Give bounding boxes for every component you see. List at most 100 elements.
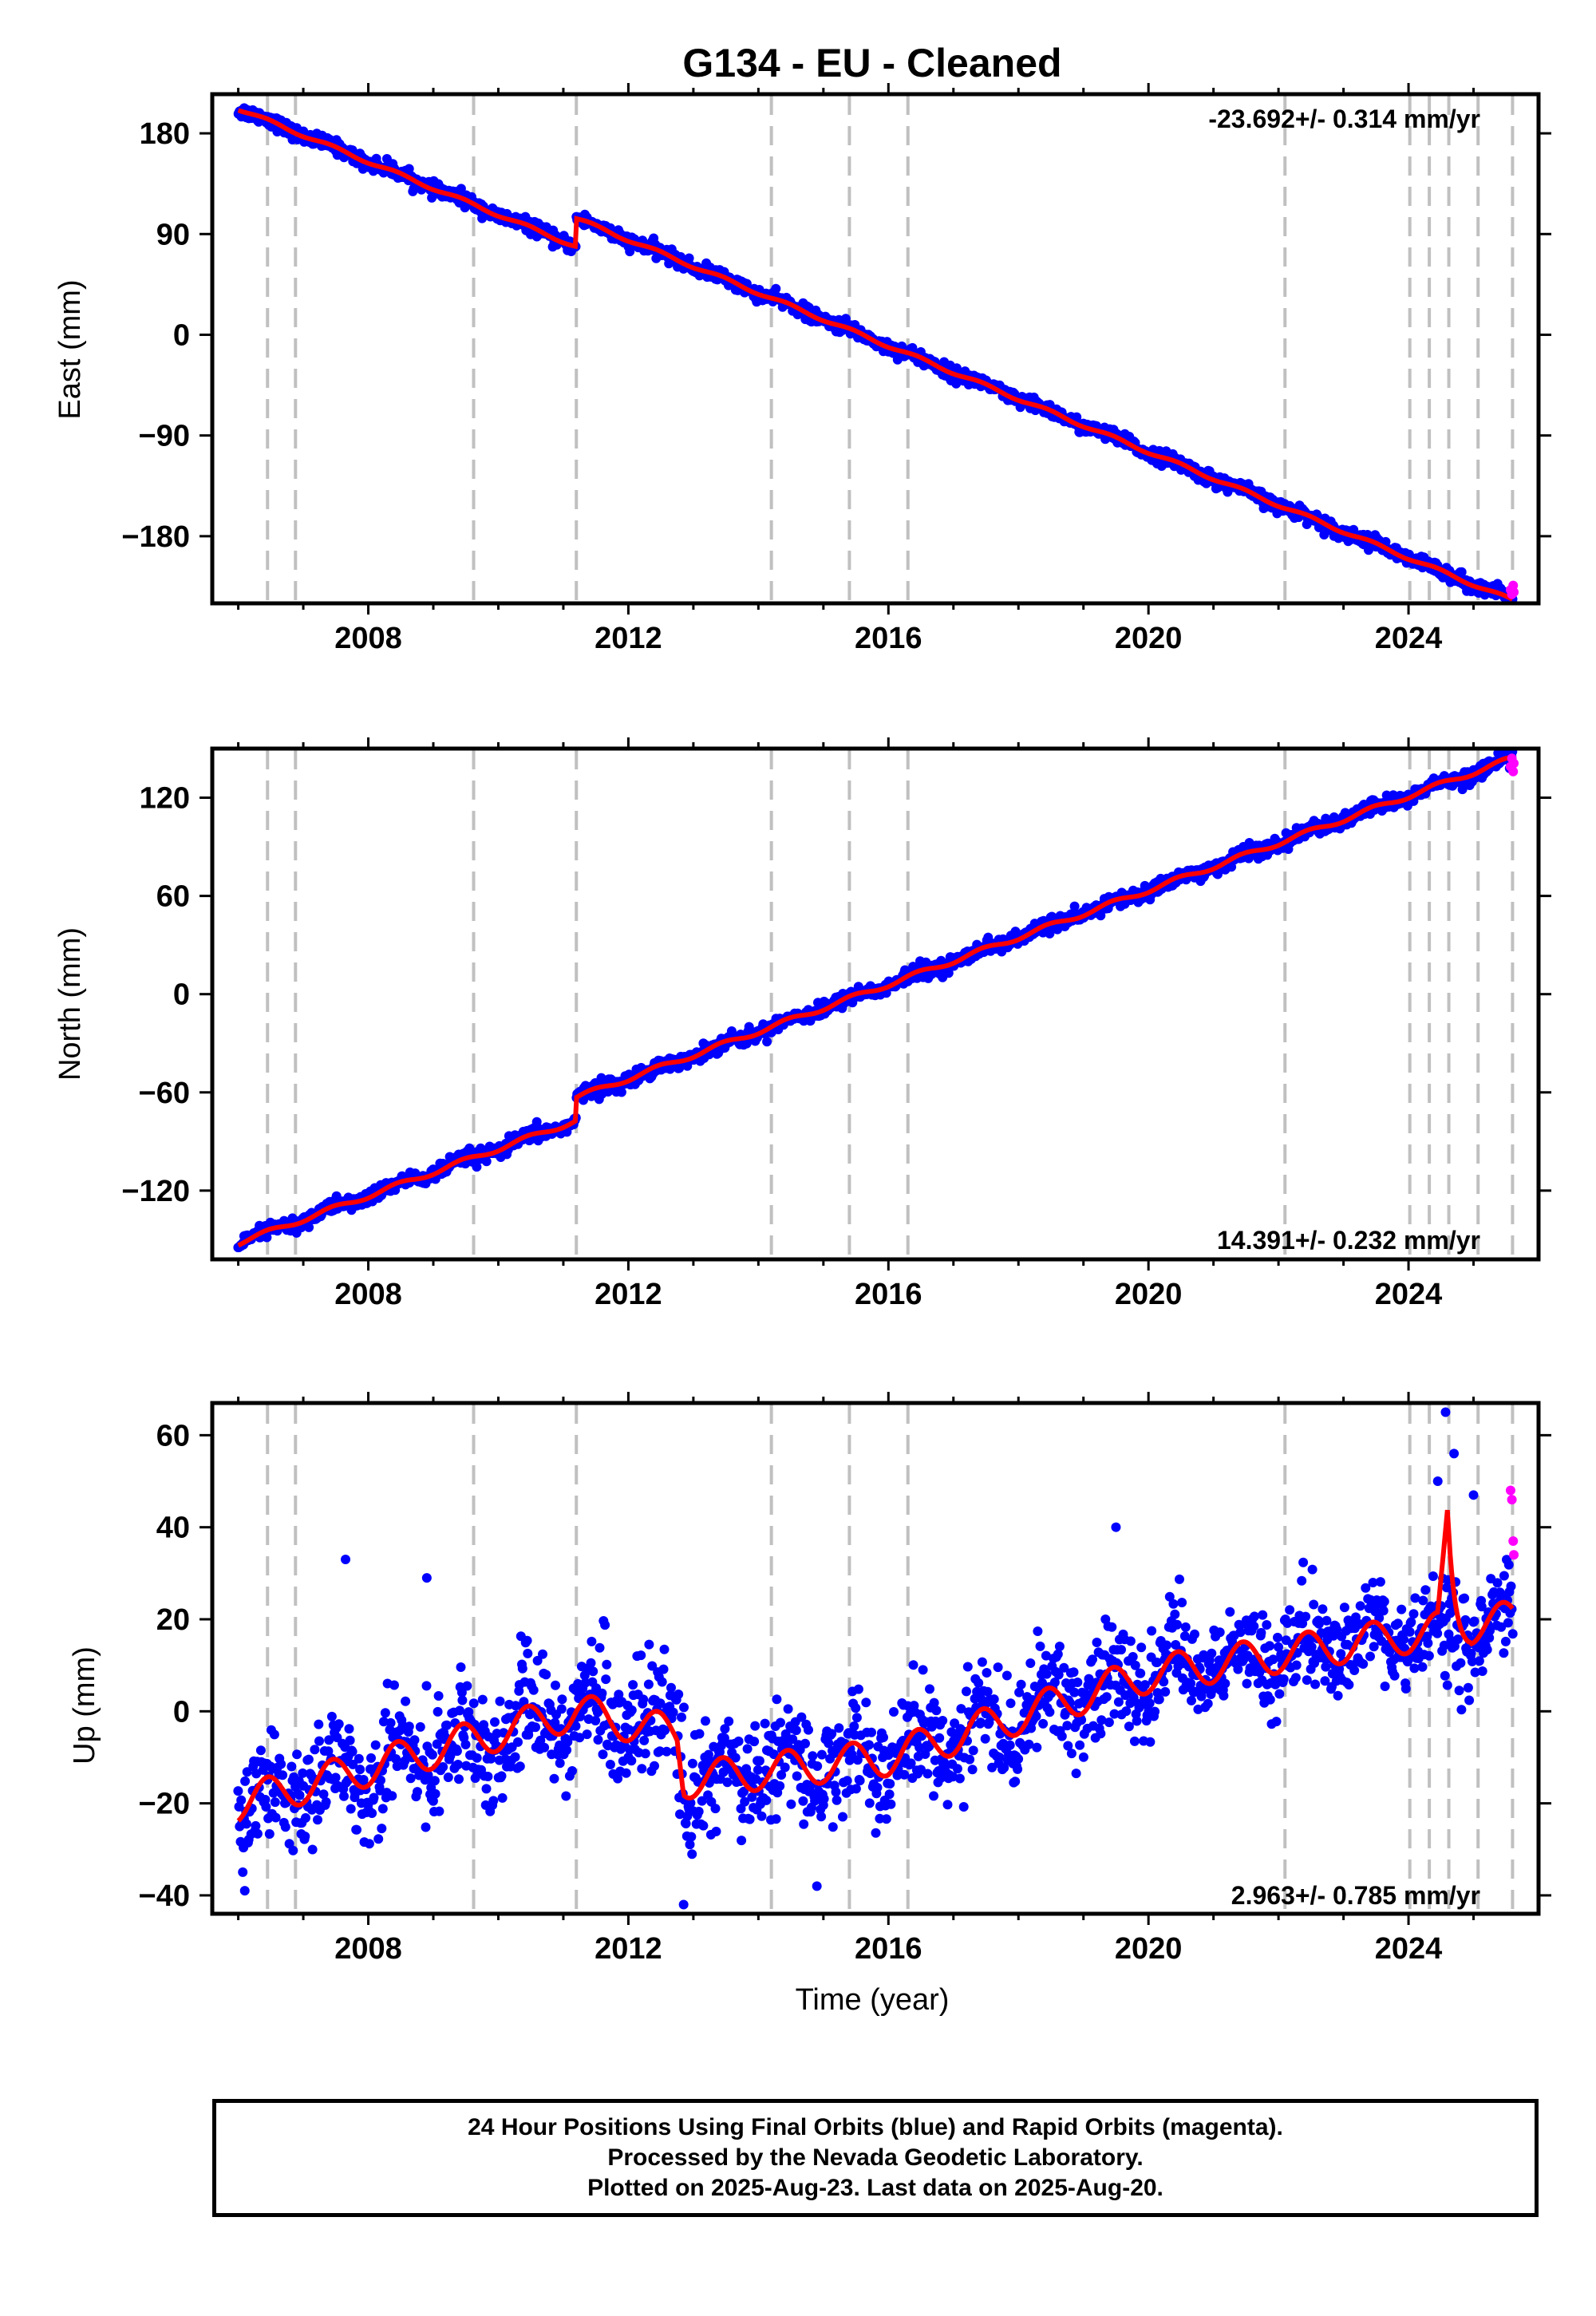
data-point bbox=[1054, 1642, 1065, 1651]
data-point bbox=[819, 1794, 829, 1804]
data-point bbox=[587, 1636, 597, 1646]
data-point bbox=[531, 1722, 540, 1733]
data-point bbox=[269, 1729, 279, 1740]
data-point bbox=[515, 1761, 525, 1772]
data-point bbox=[468, 1698, 479, 1709]
data-point bbox=[481, 1156, 492, 1167]
data-point bbox=[310, 1745, 320, 1755]
data-point bbox=[535, 1735, 546, 1745]
data-point bbox=[354, 1753, 364, 1764]
data-point bbox=[749, 1737, 760, 1747]
data-point bbox=[816, 1812, 827, 1822]
data-point bbox=[377, 1824, 387, 1834]
y-tick-label: 180 bbox=[140, 117, 190, 151]
east-rate-label: -23.692+/- 0.314 mm/yr bbox=[1208, 105, 1480, 133]
data-point bbox=[241, 1819, 251, 1829]
data-point bbox=[556, 1704, 567, 1714]
data-point bbox=[952, 1764, 962, 1774]
data-point bbox=[675, 1809, 685, 1820]
data-point bbox=[488, 1796, 499, 1806]
data-point bbox=[694, 1729, 705, 1739]
data-point bbox=[1031, 1711, 1041, 1721]
data-point bbox=[242, 1767, 252, 1777]
y-tick-label: −180 bbox=[121, 520, 190, 554]
data-point bbox=[432, 1739, 442, 1749]
data-point bbox=[1124, 1721, 1134, 1732]
data-point bbox=[1265, 1641, 1274, 1651]
data-point bbox=[1130, 1660, 1140, 1670]
data-point bbox=[1059, 1662, 1069, 1673]
data-point bbox=[681, 1819, 691, 1828]
data-point bbox=[1128, 1652, 1138, 1662]
data-point bbox=[824, 1738, 834, 1749]
data-point bbox=[303, 1754, 314, 1765]
data-point bbox=[1013, 1754, 1024, 1764]
data-point bbox=[472, 1753, 482, 1763]
data-point bbox=[510, 1752, 520, 1762]
data-point bbox=[1045, 928, 1055, 939]
data-point bbox=[685, 1840, 695, 1850]
data-point bbox=[742, 1744, 753, 1754]
data-point bbox=[942, 1800, 953, 1810]
data-point bbox=[943, 968, 954, 978]
data-point bbox=[280, 1822, 290, 1832]
data-point bbox=[1096, 1715, 1107, 1725]
data-point bbox=[251, 1820, 261, 1831]
data-point bbox=[864, 1798, 875, 1808]
data-point bbox=[313, 1815, 322, 1825]
final-orbit-points bbox=[233, 103, 1518, 603]
data-point bbox=[1005, 1698, 1016, 1709]
data-point bbox=[347, 1746, 358, 1757]
data-point bbox=[1271, 1717, 1282, 1727]
data-point bbox=[1164, 1591, 1175, 1602]
data-point bbox=[842, 1776, 852, 1786]
data-point bbox=[614, 1690, 624, 1700]
data-point bbox=[853, 1684, 863, 1694]
data-point bbox=[1109, 1709, 1120, 1719]
data-point bbox=[261, 1802, 271, 1812]
y-tick-label: 120 bbox=[140, 782, 190, 816]
data-point bbox=[452, 1746, 462, 1757]
data-point bbox=[1077, 1715, 1087, 1725]
data-point bbox=[292, 1749, 302, 1760]
data-point bbox=[377, 1804, 388, 1814]
data-point bbox=[796, 1712, 807, 1722]
data-point bbox=[1016, 1679, 1026, 1690]
data-point bbox=[674, 1690, 684, 1699]
x-tick-label: 2024 bbox=[1375, 1278, 1443, 1311]
data-point bbox=[994, 1753, 1005, 1762]
data-point bbox=[747, 1792, 757, 1802]
data-point bbox=[445, 1751, 456, 1761]
data-point bbox=[885, 1779, 895, 1789]
data-point bbox=[1242, 1678, 1252, 1689]
data-point bbox=[314, 1719, 324, 1729]
plot-frame bbox=[210, 746, 1541, 1262]
data-point bbox=[958, 1802, 969, 1812]
data-point bbox=[1069, 901, 1080, 911]
data-point bbox=[710, 1804, 721, 1814]
data-point bbox=[405, 1773, 416, 1784]
data-point bbox=[511, 1701, 521, 1711]
data-point bbox=[582, 1729, 592, 1740]
data-point bbox=[977, 1657, 987, 1667]
data-point bbox=[586, 1658, 596, 1668]
data-point bbox=[1207, 1648, 1217, 1658]
data-point bbox=[800, 1738, 810, 1749]
data-point bbox=[687, 1758, 697, 1769]
x-tick-label: 2008 bbox=[334, 622, 402, 655]
data-point bbox=[549, 1773, 559, 1784]
data-point bbox=[864, 1740, 874, 1750]
data-point bbox=[1268, 1654, 1278, 1665]
data-point bbox=[834, 1723, 844, 1733]
data-point bbox=[270, 1797, 280, 1808]
data-point bbox=[1170, 1609, 1180, 1619]
data-point bbox=[647, 1661, 658, 1671]
data-point bbox=[1101, 1692, 1112, 1702]
data-point bbox=[861, 1697, 871, 1708]
data-point bbox=[1107, 1622, 1117, 1632]
data-point bbox=[1168, 1599, 1179, 1609]
data-point bbox=[376, 1775, 385, 1785]
x-tick-label: 2008 bbox=[334, 1278, 402, 1311]
data-point bbox=[364, 1839, 374, 1849]
